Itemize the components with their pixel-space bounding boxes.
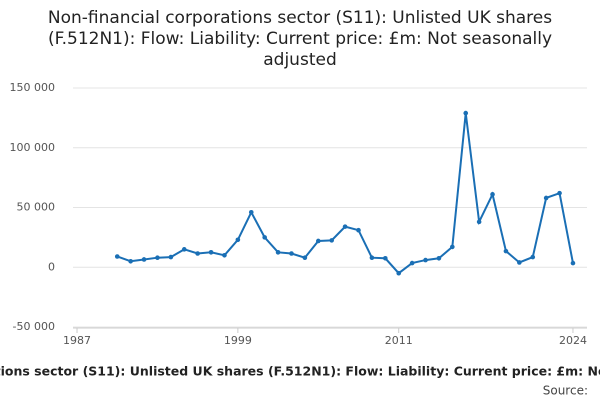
point <box>329 238 334 243</box>
point <box>114 254 120 259</box>
point <box>476 219 482 225</box>
point <box>275 250 281 255</box>
point <box>423 257 428 263</box>
point <box>181 247 187 252</box>
point <box>342 224 348 229</box>
point <box>463 110 469 116</box>
point <box>503 248 509 254</box>
point <box>530 254 536 260</box>
point <box>356 227 361 233</box>
point <box>235 237 241 243</box>
point <box>168 254 174 260</box>
point <box>450 244 455 250</box>
point <box>302 255 308 260</box>
x-axis-label: Non-financial corporations sector (S11):… <box>0 364 600 379</box>
point <box>396 270 402 276</box>
point <box>128 258 133 264</box>
y-tick-label: 0 <box>48 260 55 273</box>
y-tick-label: -50 000 <box>13 320 55 333</box>
point <box>369 255 375 260</box>
y-tick-label: 50 000 <box>17 201 56 214</box>
point <box>543 195 549 201</box>
point <box>248 209 254 215</box>
x-tick-label: 2011 <box>385 334 413 347</box>
point <box>517 260 522 265</box>
point <box>409 260 415 266</box>
point <box>289 251 294 256</box>
point <box>315 238 321 244</box>
point <box>195 251 200 256</box>
point <box>262 235 267 240</box>
point <box>490 192 495 197</box>
x-tick-label: 2024 <box>559 334 587 347</box>
point <box>557 190 562 196</box>
x-tick-label: 1987 <box>63 334 91 347</box>
point <box>222 253 227 258</box>
point <box>155 255 160 260</box>
point <box>383 255 388 261</box>
point <box>570 260 576 266</box>
point <box>436 255 442 261</box>
chart-title: Non-financial corporations sector (S11):… <box>47 8 553 70</box>
y-tick-label: 150 000 <box>10 81 56 94</box>
y-tick-label: 100 000 <box>10 141 56 154</box>
point <box>141 257 147 262</box>
point <box>208 250 214 255</box>
source: Source: <box>543 384 588 398</box>
x-tick-label: 1999 <box>224 334 252 347</box>
